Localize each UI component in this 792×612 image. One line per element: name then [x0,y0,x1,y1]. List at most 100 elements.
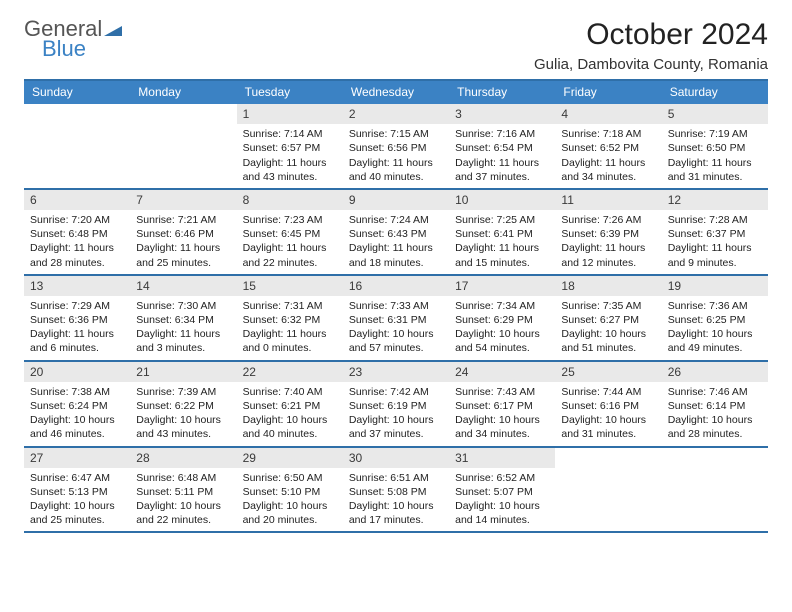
sunrise-line: Sunrise: 6:52 AM [455,471,549,485]
sunrise-line: Sunrise: 7:42 AM [349,385,443,399]
sunset-line: Sunset: 6:43 PM [349,227,443,241]
day-number: 25 [555,362,661,382]
day-number: 5 [662,104,768,124]
daylight-line: Daylight: 11 hours and 6 minutes. [30,327,124,355]
daylight-line: Daylight: 10 hours and 34 minutes. [455,413,549,441]
day-cell: 19 Sunrise: 7:36 AMSunset: 6:25 PMDayligh… [662,276,768,360]
daylight-line: Daylight: 10 hours and 40 minutes. [243,413,337,441]
sunset-line: Sunset: 6:56 PM [349,141,443,155]
sunset-line: Sunset: 6:25 PM [668,313,762,327]
sunrise-line: Sunrise: 7:43 AM [455,385,549,399]
sunset-line: Sunset: 6:36 PM [30,313,124,327]
brand-part2: Blue [42,38,122,60]
sunrise-line: Sunrise: 7:40 AM [243,385,337,399]
day-cell: 3Sunrise: 7:16 AMSunset: 6:54 PMDaylight… [449,104,555,188]
day-cell: 29Sunrise: 6:50 AMSunset: 5:10 PMDayligh… [237,448,343,532]
sunset-line: Sunset: 6:34 PM [136,313,230,327]
day-number: 31 [449,448,555,468]
calendar-body: ..1Sunrise: 7:14 AMSunset: 6:57 PMDaylig… [24,104,768,533]
day-cell: 14Sunrise: 7:30 AMSunset: 6:34 PMDayligh… [130,276,236,360]
sunrise-line: Sunrise: 7:36 AM [668,299,762,313]
sunrise-line: Sunrise: 7:39 AM [136,385,230,399]
daylight-line: Daylight: 10 hours and 28 minutes. [668,413,762,441]
day-number: 29 [237,448,343,468]
day-number: 20 [24,362,130,382]
sunrise-line: Sunrise: 6:51 AM [349,471,443,485]
week-row: 13Sunrise: 7:29 AMSunset: 6:36 PMDayligh… [24,276,768,362]
day-cell: 31Sunrise: 6:52 AMSunset: 5:07 PMDayligh… [449,448,555,532]
daylight-line: Daylight: 10 hours and 49 minutes. [668,327,762,355]
sunrise-line: Sunrise: 7:21 AM [136,213,230,227]
sunset-line: Sunset: 6:37 PM [668,227,762,241]
day-number: 16 [343,276,449,296]
daylight-line: Daylight: 10 hours and 54 minutes. [455,327,549,355]
daylight-line: Daylight: 10 hours and 57 minutes. [349,327,443,355]
week-row: 6Sunrise: 7:20 AMSunset: 6:48 PMDaylight… [24,190,768,276]
sunrise-line: Sunrise: 7:35 AM [561,299,655,313]
sunrise-line: Sunrise: 6:47 AM [30,471,124,485]
sunrise-line: Sunrise: 7:23 AM [243,213,337,227]
daylight-line: Daylight: 11 hours and 12 minutes. [561,241,655,269]
header: General Blue October 2024 Gulia, Dambovi… [24,18,768,73]
day-cell: 27Sunrise: 6:47 AMSunset: 5:13 PMDayligh… [24,448,130,532]
daylight-line: Daylight: 11 hours and 40 minutes. [349,156,443,184]
title-area: October 2024 Gulia, Dambovita County, Ro… [534,18,768,73]
day-number: 21 [130,362,236,382]
brand-triangle-icon [104,18,122,40]
dow-cell: Saturday [662,81,768,104]
sunrise-line: Sunrise: 7:20 AM [30,213,124,227]
day-number: 4 [555,104,661,124]
day-number: 6 [24,190,130,210]
brand-text: General Blue [24,18,122,60]
sunset-line: Sunset: 6:32 PM [243,313,337,327]
sunset-line: Sunset: 6:57 PM [243,141,337,155]
day-number: 19 [662,276,768,296]
sunset-line: Sunset: 6:17 PM [455,399,549,413]
daylight-line: Daylight: 11 hours and 9 minutes. [668,241,762,269]
day-cell: 23Sunrise: 7:42 AMSunset: 6:19 PMDayligh… [343,362,449,446]
week-row: ..1Sunrise: 7:14 AMSunset: 6:57 PMDaylig… [24,104,768,190]
month-title: October 2024 [534,18,768,52]
sunrise-line: Sunrise: 7:38 AM [30,385,124,399]
sunrise-line: Sunrise: 7:18 AM [561,127,655,141]
daylight-line: Daylight: 11 hours and 0 minutes. [243,327,337,355]
week-row: 20Sunrise: 7:38 AMSunset: 6:24 PMDayligh… [24,362,768,448]
sunrise-line: Sunrise: 7:19 AM [668,127,762,141]
day-cell: 10Sunrise: 7:25 AMSunset: 6:41 PMDayligh… [449,190,555,274]
sunset-line: Sunset: 6:21 PM [243,399,337,413]
sunset-line: Sunset: 6:45 PM [243,227,337,241]
daylight-line: Daylight: 11 hours and 18 minutes. [349,241,443,269]
sunset-line: Sunset: 6:46 PM [136,227,230,241]
day-number: 11 [555,190,661,210]
day-number: 8 [237,190,343,210]
day-cell: 5 Sunrise: 7:19 AMSunset: 6:50 PMDaylight… [662,104,768,188]
sunrise-line: Sunrise: 7:44 AM [561,385,655,399]
day-cell: 28Sunrise: 6:48 AMSunset: 5:11 PMDayligh… [130,448,236,532]
daylight-line: Daylight: 11 hours and 28 minutes. [30,241,124,269]
daylight-line: Daylight: 11 hours and 31 minutes. [668,156,762,184]
day-number: 15 [237,276,343,296]
dow-cell: Friday [555,81,661,104]
sunset-line: Sunset: 6:50 PM [668,141,762,155]
daylight-line: Daylight: 10 hours and 20 minutes. [243,499,337,527]
sunrise-line: Sunrise: 7:15 AM [349,127,443,141]
daylight-line: Daylight: 10 hours and 31 minutes. [561,413,655,441]
day-number: 1 [237,104,343,124]
day-number: 2 [343,104,449,124]
sunrise-line: Sunrise: 7:25 AM [455,213,549,227]
sunset-line: Sunset: 5:10 PM [243,485,337,499]
day-number: 28 [130,448,236,468]
day-number: 3 [449,104,555,124]
sunset-line: Sunset: 6:31 PM [349,313,443,327]
day-number: 23 [343,362,449,382]
day-cell: 12Sunrise: 7:28 AMSunset: 6:37 PMDayligh… [662,190,768,274]
sunrise-line: Sunrise: 7:16 AM [455,127,549,141]
sunrise-line: Sunrise: 7:34 AM [455,299,549,313]
day-number: 10 [449,190,555,210]
sunrise-line: Sunrise: 7:24 AM [349,213,443,227]
day-number: 17 [449,276,555,296]
day-cell: 25Sunrise: 7:44 AMSunset: 6:16 PMDayligh… [555,362,661,446]
sunset-line: Sunset: 6:19 PM [349,399,443,413]
day-number: 14 [130,276,236,296]
sunset-line: Sunset: 6:48 PM [30,227,124,241]
